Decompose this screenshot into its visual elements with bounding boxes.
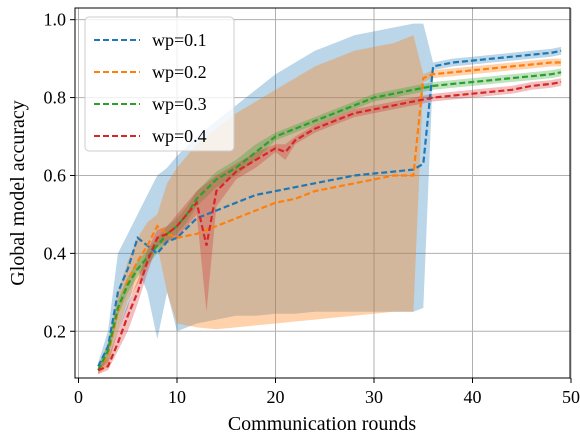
x-tick-label: 40	[464, 387, 482, 407]
x-tick-label: 30	[365, 387, 383, 407]
x-tick-label: 0	[74, 387, 83, 407]
band-wp=0.1	[98, 23, 562, 371]
y-tick-label: 1.0	[44, 10, 67, 30]
legend-label-wp01: wp=0.1	[152, 30, 207, 50]
band-wp=0.2	[98, 35, 562, 375]
y-axis-label: Global model accuracy	[7, 100, 29, 285]
x-tick-label: 50	[562, 387, 580, 407]
series-line-wp=0.2	[97, 61, 562, 371]
series-line-wp=0.4	[97, 80, 562, 372]
legend-label-wp02: wp=0.2	[152, 62, 207, 82]
legend-label-wp03: wp=0.3	[152, 94, 207, 114]
plot-frame	[74, 7, 571, 379]
series-line-wp=0.3	[97, 71, 562, 371]
y-tick-label: 0.6	[44, 165, 67, 185]
legend-label-wp04: wp=0.4	[152, 126, 207, 146]
legend: wp=0.1 wp=0.2 wp=0.3 wp=0.4	[84, 16, 235, 152]
series-lines	[97, 49, 562, 372]
x-tick-label: 20	[267, 387, 285, 407]
x-axis-label: Communication rounds	[228, 413, 417, 435]
y-tick-label: 0.4	[44, 243, 67, 263]
x-tick-label: 10	[168, 387, 186, 407]
y-tick-label: 0.2	[44, 321, 67, 341]
legend-box	[84, 16, 235, 152]
confidence-bands	[98, 23, 562, 375]
axis-ticks: 0 10 20 30 40 50 0.2 0.4 0.6 0.8 1.0	[44, 10, 580, 407]
y-tick-label: 0.8	[44, 88, 67, 108]
series-line-wp=0.1	[97, 49, 562, 367]
